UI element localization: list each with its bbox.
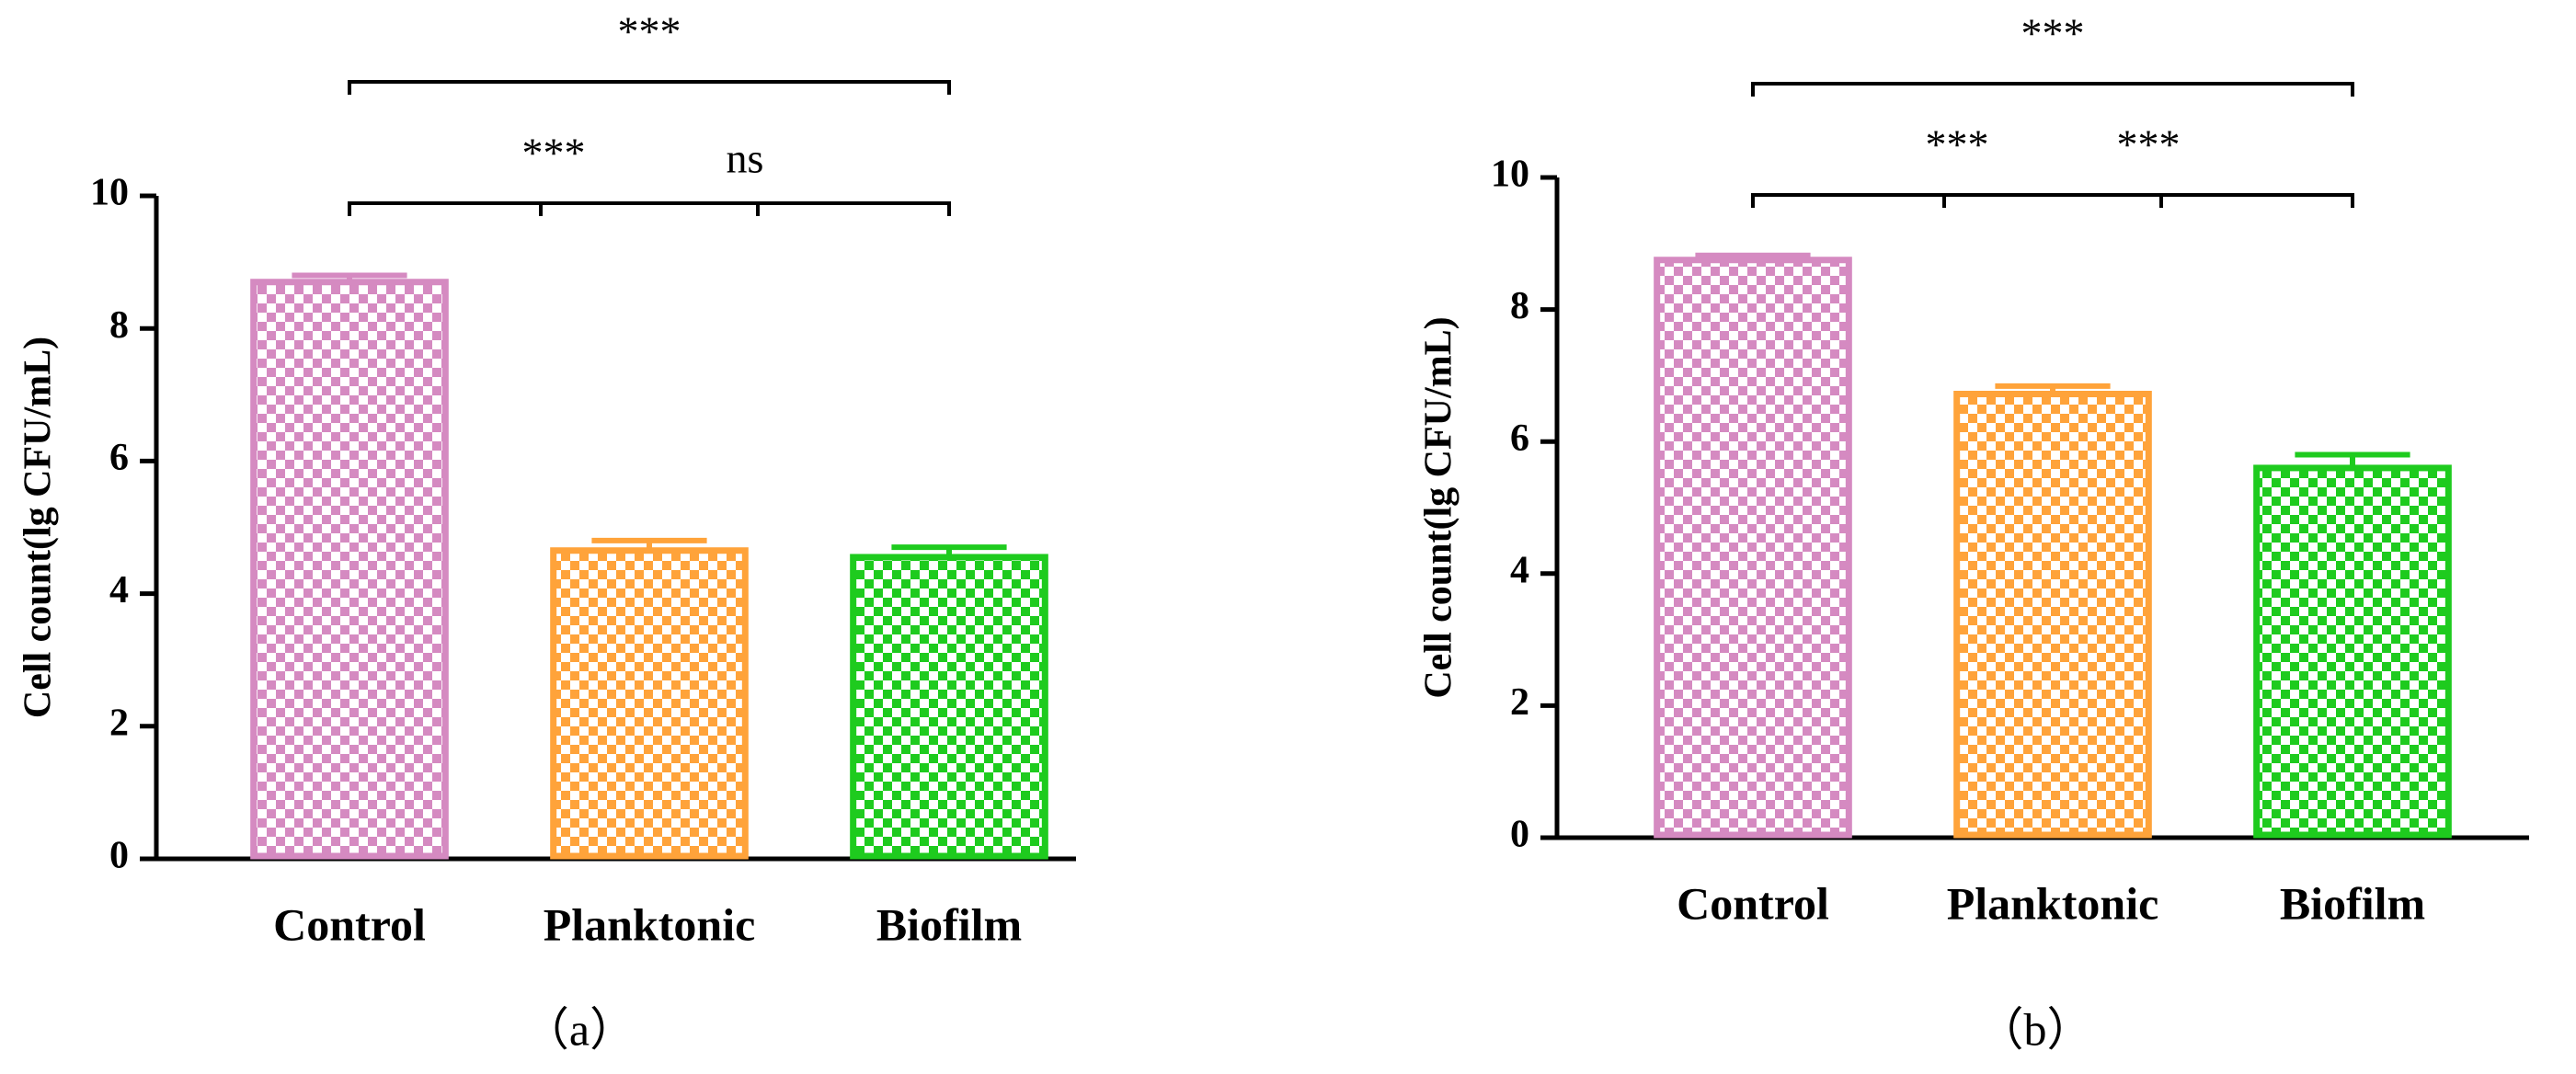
- bar: [1953, 391, 2152, 839]
- significance-label: ***: [1926, 121, 1989, 168]
- significance-bracket: [348, 201, 760, 216]
- significance-bracket: [1942, 193, 2354, 208]
- significance-label: ***: [2021, 10, 2085, 57]
- bar: [2253, 464, 2452, 839]
- x-tick-label: Planktonic: [544, 898, 756, 950]
- y-tick-label: 10: [1491, 154, 1529, 196]
- bar: [550, 547, 749, 860]
- x-tick-label: Biofilm: [876, 898, 1022, 950]
- y-tick-label: 2: [1510, 681, 1529, 724]
- significance-bracket: [539, 201, 951, 216]
- y-tick-label: 6: [109, 437, 129, 479]
- y-axis-label: Cell count(lg CFU/mL): [1418, 316, 1460, 698]
- x-tick-label: Planktonic: [1947, 877, 2159, 929]
- significance-bracket: [1751, 193, 2163, 208]
- caption: （b）: [1978, 1003, 2093, 1055]
- y-tick-label: 10: [90, 172, 129, 214]
- y-tick-label: 2: [109, 702, 129, 744]
- y-tick-label: 0: [1510, 814, 1529, 856]
- x-tick-label: Control: [273, 898, 426, 950]
- x-tick-label: Control: [1677, 877, 1829, 929]
- y-tick-label: 4: [109, 569, 129, 611]
- y-tick-label: 8: [1510, 285, 1529, 327]
- significance-label: ns: [727, 135, 764, 182]
- x-tick-label: Biofilm: [2280, 877, 2425, 929]
- y-axis-label: Cell count(lg CFU/mL): [17, 337, 60, 718]
- bar: [850, 554, 1048, 860]
- y-tick-label: 8: [109, 304, 129, 347]
- significance-label: ***: [618, 8, 681, 55]
- significance-bracket: [1751, 82, 2354, 97]
- caption: （a）: [523, 1003, 635, 1055]
- y-tick-label: 0: [109, 835, 129, 877]
- y-tick-label: 4: [1510, 549, 1529, 591]
- bar: [1654, 257, 1852, 839]
- significance-label: ***: [522, 130, 586, 177]
- y-tick-label: 6: [1510, 417, 1529, 460]
- significance-bracket: [348, 80, 951, 95]
- bar: [250, 279, 449, 860]
- significance-label: ***: [2117, 121, 2181, 168]
